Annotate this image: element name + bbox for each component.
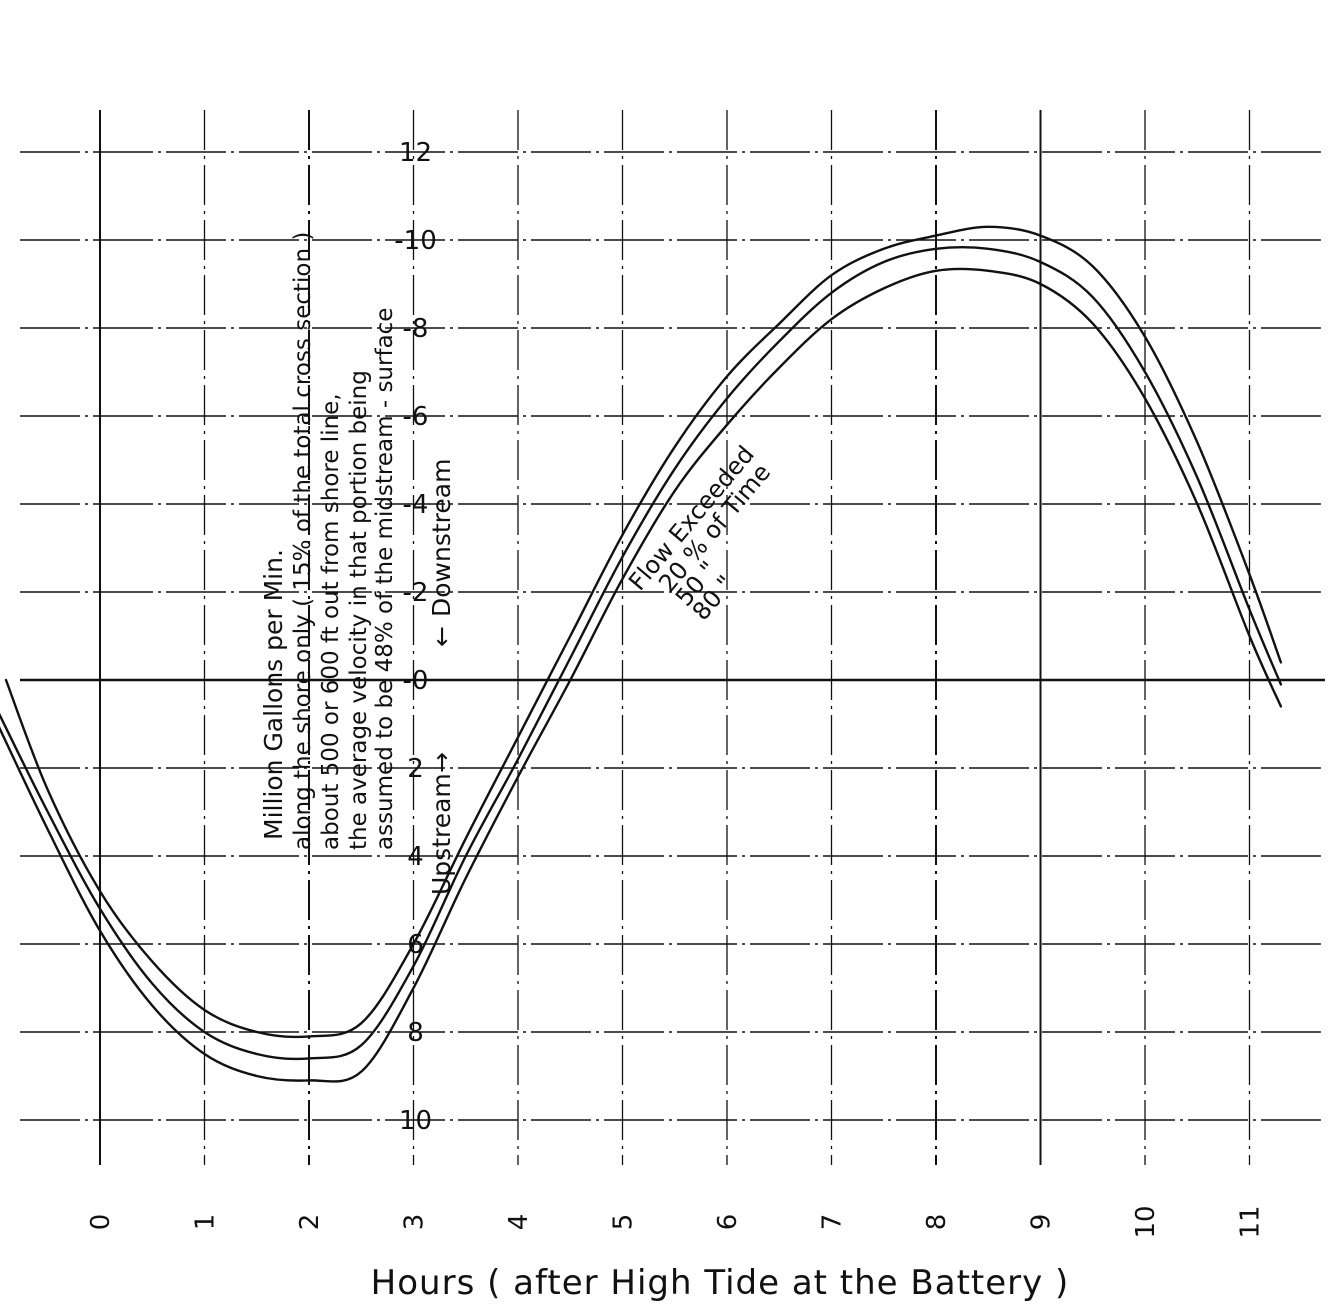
- x-axis-title: Hours ( after High Tide at the Battery ): [371, 1263, 1070, 1303]
- y-tick-label: 2: [407, 754, 424, 784]
- y-axis-note-line-4: assumed to be 48% of the midstream - sur…: [372, 308, 398, 850]
- y-tick-label: 8: [407, 1018, 424, 1048]
- upstream-label: Upstream: [427, 773, 456, 895]
- x-tick-label: 11: [1236, 1205, 1266, 1238]
- downstream-label: Downstream: [427, 459, 456, 617]
- x-tick-label: 6: [713, 1214, 743, 1231]
- y-tick-label: 12: [399, 138, 432, 168]
- direction-annotation: Upstream → ← Downstream: [427, 459, 456, 895]
- y-tick-label: -4: [403, 490, 429, 520]
- y-tick-label: -6: [403, 402, 429, 432]
- y-axis-note-line-2: about 500 or 600 ft out from shore line,: [318, 393, 344, 850]
- x-tick-label: 9: [1027, 1214, 1057, 1231]
- x-tick-label: 3: [400, 1214, 430, 1231]
- y-axis-note-line-1: along the shore only ( 15% of the total …: [290, 232, 316, 850]
- series-line-20-percent: [4, 225, 1283, 1039]
- y-tick-label: -10: [394, 226, 436, 256]
- legend: Flow Exceeded 20 % of Time 50 " 80 ": [623, 440, 776, 625]
- series-line-50-percent: [0, 245, 1283, 1061]
- y-axis-note-line-3: the average velocity in that portion bei…: [346, 370, 372, 850]
- x-tick-label: 1: [191, 1214, 221, 1231]
- y-axis-title: Million Gallons per Min.: [259, 549, 288, 840]
- downstream-arrow: ←: [427, 626, 456, 647]
- y-axis-annotation: Million Gallons per Min. along the shore…: [259, 232, 398, 850]
- y-tick-label: -0: [403, 666, 429, 696]
- y-tick-label: -8: [403, 314, 429, 344]
- y-tick-label: 4: [407, 842, 424, 872]
- upstream-arrow: →: [427, 752, 456, 773]
- series-line-80-percent: [0, 267, 1283, 1083]
- x-tick-label: 4: [504, 1214, 534, 1231]
- series-lines: [0, 225, 1283, 1083]
- x-tick-label: 8: [922, 1214, 952, 1231]
- y-tick-label: 6: [407, 930, 424, 960]
- x-tick-label: 7: [818, 1214, 848, 1231]
- x-tick-label: 0: [86, 1214, 116, 1231]
- x-tick-label: 10: [1131, 1205, 1161, 1238]
- grid: [20, 110, 1325, 1165]
- x-tick-label: 2: [295, 1214, 325, 1231]
- x-tick-label: 5: [609, 1214, 639, 1231]
- y-tick-label: -2: [403, 578, 429, 608]
- y-tick-label: 10: [399, 1106, 432, 1136]
